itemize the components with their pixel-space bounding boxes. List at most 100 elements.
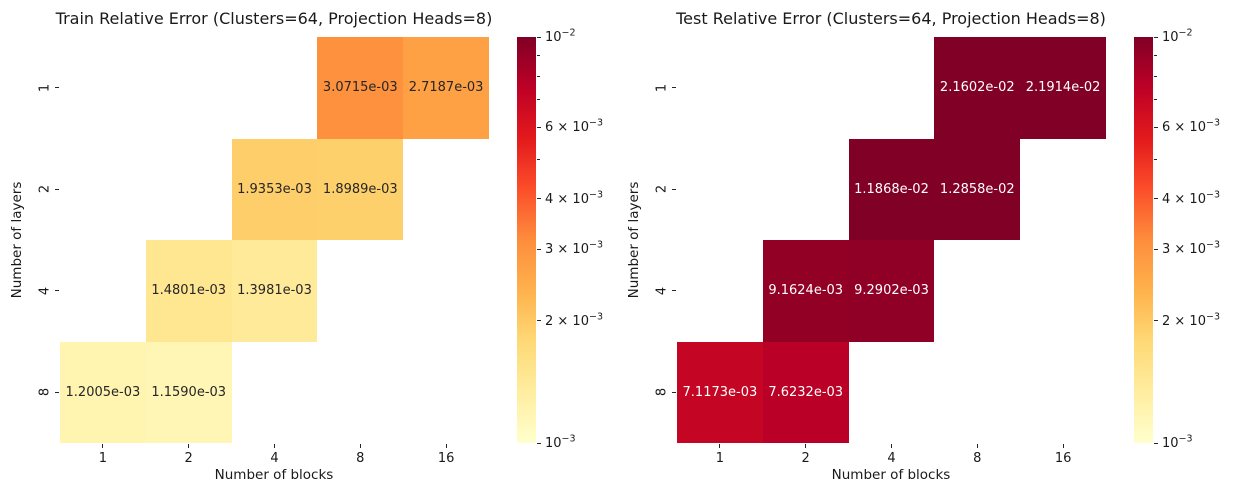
heatmap-cell: 2.1914e-02 (1020, 37, 1106, 139)
x-tick-mark (359, 444, 361, 448)
x-tick-mark (188, 444, 190, 448)
colorbar-tick-mark (1154, 198, 1158, 200)
y-tick-label: 2 (654, 185, 670, 194)
heatmap-cell: 2.1602e-02 (934, 37, 1021, 139)
colorbar-tick-mark (1154, 75, 1157, 77)
x-tick-label: 16 (1054, 451, 1072, 466)
colorbar-tick-mark (1154, 55, 1157, 57)
cell-value: 1.2858e-02 (939, 181, 1015, 197)
y-tick-mark (55, 87, 59, 89)
colorbar-tick-label: 6 × 10−3 (545, 117, 603, 135)
heatmap-cell: 1.3981e-03 (231, 240, 318, 342)
y-tick-label: 8 (654, 388, 670, 397)
x-tick-label: 1 (98, 451, 108, 466)
heatmap-cell: 1.1590e-03 (145, 341, 232, 443)
y-tick-label: 4 (654, 286, 670, 295)
cell-value: 1.9353e-03 (237, 181, 312, 197)
y-tick-mark (55, 290, 59, 292)
colorbar-tick-label: 3 × 10−3 (1162, 239, 1220, 258)
cell-value: 1.3981e-03 (237, 283, 312, 299)
train-heatmap-panel: Train Relative Error (Clusters=64, Proje… (9, 9, 603, 483)
y-tick-label: 4 (37, 286, 53, 295)
heatmap-cell: 9.1624e-03 (762, 240, 849, 342)
colorbar-tick-label: 10−3 (1162, 433, 1193, 451)
y-tick-mark (672, 290, 676, 292)
colorbar-tick-mark (1154, 158, 1157, 160)
y-tick-mark (672, 188, 676, 190)
colorbar-tick-label: 10−2 (545, 27, 576, 45)
x-axis-label: Number of blocks (831, 467, 951, 483)
y-tick-label: 1 (37, 83, 53, 92)
x-tick-mark (445, 444, 447, 448)
cell-value: 1.1868e-02 (854, 181, 929, 197)
chart-title: Test Relative Error (Clusters=64, Projec… (676, 9, 1106, 28)
y-tick-mark (55, 391, 59, 393)
y-axis-label: Number of layers (9, 181, 25, 299)
x-axis-label: Number of blocks (214, 467, 334, 483)
x-tick-mark (102, 444, 104, 448)
colorbar (1134, 37, 1153, 443)
y-tick-label: 1 (654, 83, 670, 92)
x-tick-mark (976, 444, 978, 448)
colorbar-tick-label: 3 × 10−3 (545, 239, 603, 258)
x-tick-mark (891, 444, 892, 448)
colorbar-tick-mark (1154, 36, 1158, 38)
cell-value: 3.0715e-03 (322, 80, 398, 96)
heatmap-plot: 3.0715e-03 2.7187e-03 1.9353e-03 1.8989e-03… (60, 37, 489, 443)
heatmap-cell: 1.1868e-02 (848, 138, 935, 240)
heatmap-cell: 7.6232e-03 (762, 341, 849, 443)
colorbar-tick-mark (537, 126, 541, 128)
cell-value: 1.1590e-03 (151, 384, 227, 400)
cell-value: 7.6232e-03 (768, 384, 844, 400)
x-tick-label: 8 (356, 451, 365, 466)
y-tick-label: 8 (37, 388, 53, 397)
x-tick-mark (1062, 444, 1064, 448)
y-tick-label: 2 (37, 185, 53, 194)
cell-value: 1.2005e-03 (65, 384, 141, 400)
colorbar-tick-mark (1154, 99, 1157, 101)
x-tick-mark (719, 444, 721, 448)
heatmap-cell: 1.2005e-03 (60, 341, 146, 443)
x-tick-label: 16 (437, 451, 455, 466)
colorbar-tick-mark (537, 198, 541, 200)
heatmap-cell: 9.2902e-03 (848, 240, 935, 342)
heatmap-cell: 7.1173e-03 (677, 341, 763, 443)
heatmap-cell: 1.4801e-03 (145, 240, 232, 342)
colorbar-tick-mark (537, 99, 540, 101)
y-tick-mark (672, 391, 676, 393)
x-tick-mark (274, 444, 275, 448)
y-tick-mark (55, 188, 59, 190)
colorbar-tick-mark (537, 158, 540, 160)
chart-title: Train Relative Error (Clusters=64, Proje… (55, 9, 493, 28)
colorbar-tick-mark (537, 248, 541, 250)
colorbar-tick-label: 4 × 10−3 (545, 189, 603, 207)
colorbar-tick-mark (537, 36, 541, 38)
cell-value: 9.1624e-03 (768, 283, 844, 299)
heatmap-cell: 2.7187e-03 (403, 37, 489, 139)
colorbar-tick-label: 10−2 (1162, 27, 1193, 45)
colorbar-tick-mark (1154, 248, 1158, 250)
colorbar-tick-mark (537, 442, 541, 444)
x-tick-label: 4 (270, 451, 279, 466)
colorbar-tick-mark (537, 320, 541, 322)
colorbar-tick-mark (1154, 442, 1158, 444)
cell-value: 2.1602e-02 (939, 80, 1015, 96)
cell-value: 2.7187e-03 (408, 80, 484, 96)
cell-value: 1.8989e-03 (322, 181, 398, 197)
x-tick-label: 2 (801, 451, 810, 466)
x-tick-label: 8 (973, 451, 982, 466)
colorbar-tick-mark (537, 75, 540, 77)
colorbar-tick-label: 2 × 10−3 (1162, 311, 1220, 329)
cell-value: 2.1914e-02 (1025, 80, 1101, 96)
heatmap-cell: 3.0715e-03 (317, 37, 404, 139)
cell-value: 7.1173e-03 (682, 384, 758, 400)
heatmap-cell: 1.8989e-03 (317, 138, 404, 240)
colorbar-tick-label: 2 × 10−3 (545, 311, 603, 329)
colorbar-tick-mark (1154, 126, 1158, 128)
x-tick-label: 1 (715, 451, 725, 466)
x-tick-label: 4 (887, 451, 896, 466)
colorbar-tick-label: 4 × 10−3 (1162, 189, 1220, 207)
heatmap-cell: 1.2858e-02 (934, 138, 1021, 240)
colorbar-tick-mark (1154, 320, 1158, 322)
